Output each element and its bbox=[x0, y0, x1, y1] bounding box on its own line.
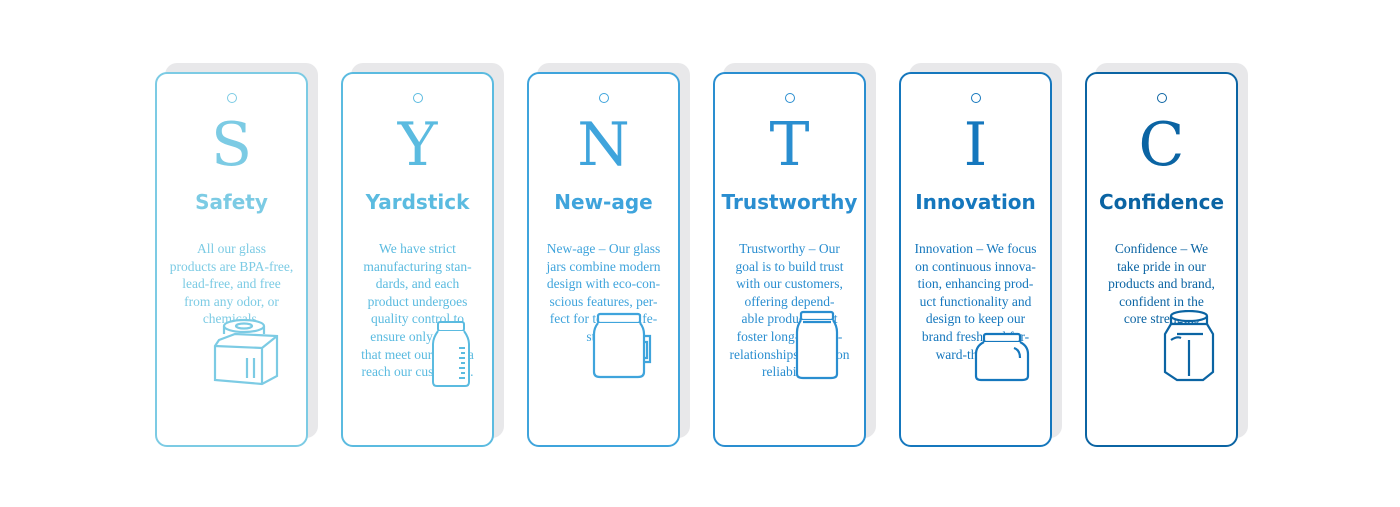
card-letter: I bbox=[963, 110, 988, 180]
tag-hole-icon bbox=[412, 93, 423, 103]
card-letter: N bbox=[577, 110, 630, 180]
measuring-bottle-icon bbox=[431, 320, 471, 393]
description-line: scious features, per- bbox=[549, 293, 658, 309]
card-panel: I Innovation Innovation – We focus on con… bbox=[899, 72, 1052, 447]
value-card-confidence: C Confidence Confidence – We take pride i… bbox=[1085, 63, 1248, 447]
tag-hole-icon bbox=[784, 93, 795, 103]
description-line: tion, enhancing prod- bbox=[917, 276, 1034, 292]
card-title: Trustworthy bbox=[721, 190, 858, 214]
card-panel: T Trustworthy Trustworthy – Our goal is t… bbox=[713, 72, 866, 447]
description-line: design with eco-con- bbox=[546, 276, 661, 292]
description-line: Innovation – We focus bbox=[914, 241, 1037, 256]
description-line: dards, and each bbox=[375, 276, 460, 292]
description-line: Trustworthy – Our bbox=[739, 241, 840, 256]
hexagonal-jar-icon bbox=[1163, 309, 1215, 387]
description-line: design to keep our bbox=[925, 311, 1026, 327]
description-line: confident in the bbox=[1119, 293, 1204, 309]
description-line: product undergoes bbox=[367, 293, 468, 309]
short-jar-icon bbox=[974, 332, 1030, 387]
card-panel: Y Yardstick We have strict manufacturing … bbox=[341, 72, 494, 447]
value-card-innovation: I Innovation Innovation – We focus on con… bbox=[899, 63, 1062, 447]
description-line: jars combine modern bbox=[546, 258, 661, 274]
card-letter: S bbox=[210, 110, 253, 180]
description-line: take pride in our bbox=[1117, 258, 1206, 274]
card-panel: C Confidence Confidence – We take pride i… bbox=[1085, 72, 1238, 447]
description-line: goal is to build trust bbox=[735, 258, 844, 274]
tag-hole-icon bbox=[598, 93, 609, 103]
card-description: All our glass products are BPA-free, lead-… bbox=[161, 240, 302, 328]
description-line: lead-free, and free bbox=[182, 276, 281, 292]
description-line: offering depend- bbox=[744, 293, 835, 309]
description-line: We have strict bbox=[379, 241, 456, 256]
description-line: New-age – Our glass bbox=[546, 241, 661, 256]
description-line: uct functionality and bbox=[919, 293, 1032, 309]
description-line: products are BPA-free, bbox=[169, 258, 294, 274]
card-letter: C bbox=[1138, 110, 1185, 180]
value-card-trustworthy: T Trustworthy Trustworthy – Our goal is t… bbox=[713, 63, 876, 447]
card-title: New-age bbox=[554, 190, 653, 214]
value-card-new-age: N New-age New-age – Our glass jars combin… bbox=[527, 63, 690, 447]
description-line: products and brand, bbox=[1108, 276, 1215, 292]
card-description: Confidence – We take pride in our products… bbox=[1091, 240, 1232, 328]
card-panel: N New-age New-age – Our glass jars combin… bbox=[527, 72, 680, 447]
description-line: All our glass bbox=[197, 241, 266, 256]
description-line: manufacturing stan- bbox=[363, 258, 472, 274]
mug-jar-icon bbox=[592, 312, 654, 385]
tag-hole-icon bbox=[226, 93, 237, 103]
card-title: Yardstick bbox=[365, 190, 470, 214]
card-title: Safety bbox=[195, 190, 268, 214]
tag-hole-icon bbox=[970, 93, 981, 103]
value-card-safety: S Safety All our glass products are BPA-f… bbox=[155, 63, 318, 447]
description-line: on continuous innova- bbox=[915, 258, 1036, 274]
card-letter: Y bbox=[397, 110, 438, 180]
value-card-yardstick: Y Yardstick We have strict manufacturing … bbox=[341, 63, 504, 447]
square-jar-icon bbox=[207, 318, 282, 391]
mason-jar-icon bbox=[795, 310, 839, 385]
description-line: from any odor, or bbox=[184, 293, 279, 309]
description-line: Confidence – We bbox=[1114, 241, 1209, 256]
tag-hole-icon bbox=[1156, 93, 1167, 103]
card-title: Innovation bbox=[915, 190, 1036, 214]
card-title: Confidence bbox=[1098, 190, 1225, 214]
description-line: with our customers, bbox=[736, 276, 843, 292]
card-letter: T bbox=[769, 110, 810, 180]
